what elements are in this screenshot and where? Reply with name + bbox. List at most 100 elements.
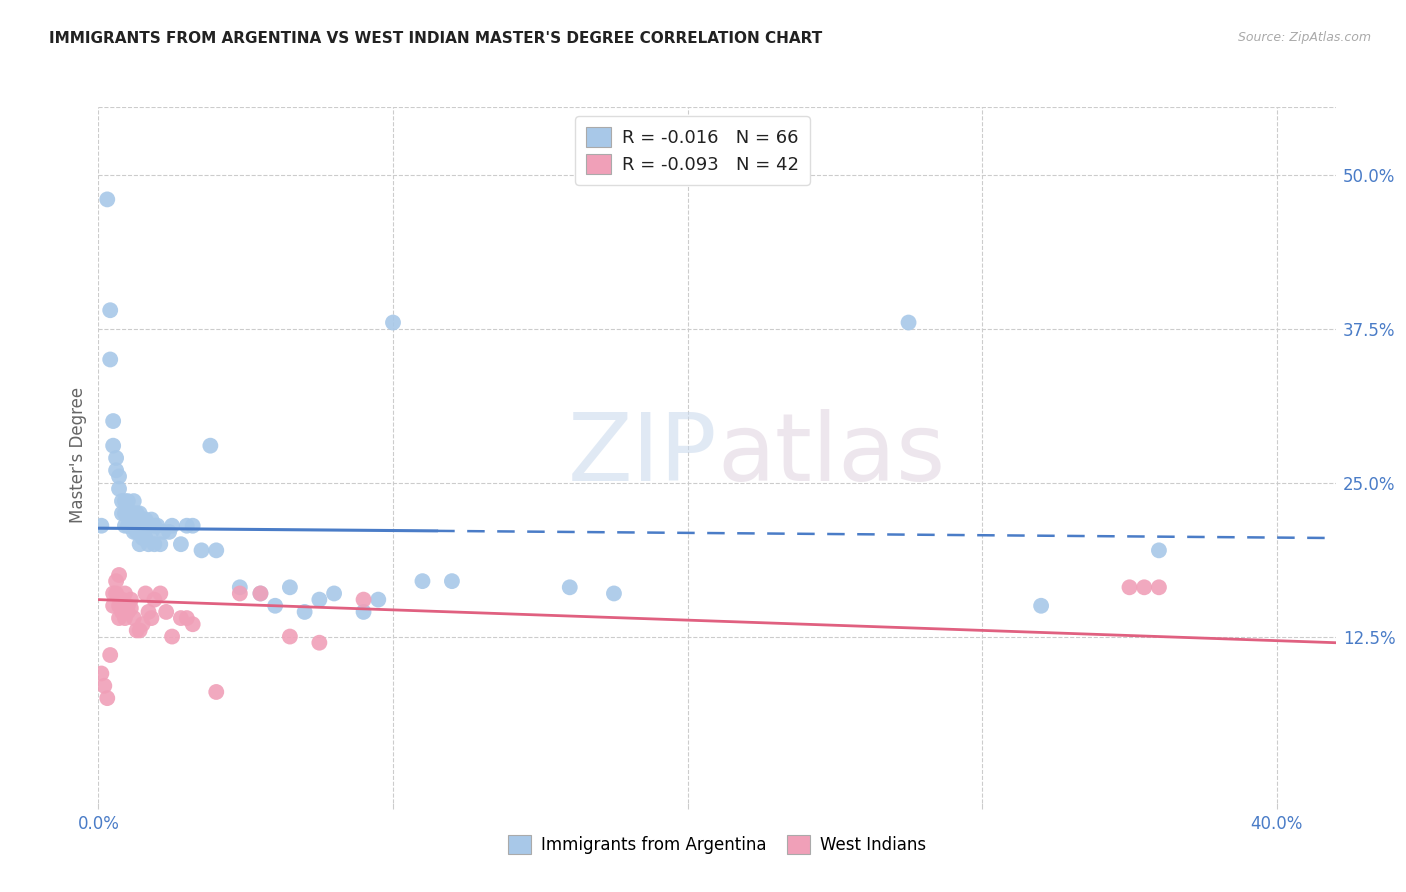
Point — [128, 624, 150, 638]
Point — [143, 592, 166, 607]
Point — [411, 574, 433, 589]
Text: IMMIGRANTS FROM ARGENTINA VS WEST INDIAN MASTER'S DEGREE CORRELATION CHART: IMMIGRANTS FROM ARGENTINA VS WEST INDIAN… — [49, 31, 823, 46]
Point — [440, 574, 463, 589]
Point — [117, 494, 139, 508]
Point — [105, 586, 128, 600]
Point — [120, 592, 142, 607]
Point — [176, 518, 198, 533]
Point — [122, 507, 145, 521]
Point — [125, 507, 148, 521]
Point — [90, 518, 112, 533]
Point — [157, 524, 180, 539]
Point — [143, 518, 166, 533]
Point — [128, 507, 150, 521]
Point — [117, 599, 139, 613]
Point — [367, 592, 389, 607]
Point — [1118, 580, 1140, 594]
Point — [382, 316, 405, 330]
Point — [603, 586, 626, 600]
Point — [122, 611, 145, 625]
Point — [101, 586, 124, 600]
Point — [120, 507, 142, 521]
Point — [205, 685, 228, 699]
Point — [170, 537, 193, 551]
Point — [114, 518, 136, 533]
Point — [181, 617, 204, 632]
Point — [353, 592, 375, 607]
Point — [143, 537, 166, 551]
Point — [114, 507, 136, 521]
Point — [114, 586, 136, 600]
Point — [96, 691, 118, 706]
Point — [176, 611, 198, 625]
Point — [101, 439, 124, 453]
Point — [152, 524, 174, 539]
Point — [111, 507, 134, 521]
Point — [111, 494, 134, 508]
Point — [249, 586, 271, 600]
Point — [229, 586, 252, 600]
Point — [114, 611, 136, 625]
Point — [1133, 580, 1156, 594]
Point — [141, 611, 163, 625]
Point — [96, 193, 118, 207]
Point — [108, 568, 131, 582]
Point — [149, 586, 172, 600]
Point — [128, 518, 150, 533]
Point — [897, 316, 920, 330]
Point — [135, 586, 157, 600]
Text: ZIP: ZIP — [568, 409, 717, 501]
Point — [138, 605, 160, 619]
Point — [131, 512, 153, 526]
Point — [141, 512, 163, 526]
Text: atlas: atlas — [717, 409, 945, 501]
Point — [101, 414, 124, 428]
Point — [108, 469, 131, 483]
Point — [138, 537, 160, 551]
Point — [98, 648, 121, 662]
Point — [98, 303, 121, 318]
Point — [200, 439, 222, 453]
Point — [93, 679, 115, 693]
Point — [1147, 580, 1170, 594]
Point — [141, 524, 163, 539]
Point — [181, 518, 204, 533]
Point — [308, 592, 330, 607]
Point — [278, 630, 301, 644]
Point — [125, 624, 148, 638]
Point — [135, 518, 157, 533]
Legend: Immigrants from Argentina, West Indians: Immigrants from Argentina, West Indians — [498, 825, 936, 864]
Point — [122, 524, 145, 539]
Point — [205, 543, 228, 558]
Point — [114, 494, 136, 508]
Point — [558, 580, 581, 594]
Point — [308, 636, 330, 650]
Text: Source: ZipAtlas.com: Source: ZipAtlas.com — [1237, 31, 1371, 45]
Point — [128, 537, 150, 551]
Point — [138, 518, 160, 533]
Point — [160, 630, 183, 644]
Point — [249, 586, 271, 600]
Point — [111, 592, 134, 607]
Point — [117, 518, 139, 533]
Point — [101, 599, 124, 613]
Point — [120, 518, 142, 533]
Point — [146, 518, 169, 533]
Point — [294, 605, 316, 619]
Point — [120, 601, 142, 615]
Point — [1029, 599, 1052, 613]
Point — [105, 463, 128, 477]
Point — [135, 531, 157, 545]
Point — [264, 599, 287, 613]
Point — [160, 518, 183, 533]
Point — [353, 605, 375, 619]
Point — [105, 450, 128, 465]
Point — [98, 352, 121, 367]
Point — [278, 580, 301, 594]
Point — [117, 605, 139, 619]
Point — [122, 494, 145, 508]
Point — [1147, 543, 1170, 558]
Point — [125, 524, 148, 539]
Point — [170, 611, 193, 625]
Point — [90, 666, 112, 681]
